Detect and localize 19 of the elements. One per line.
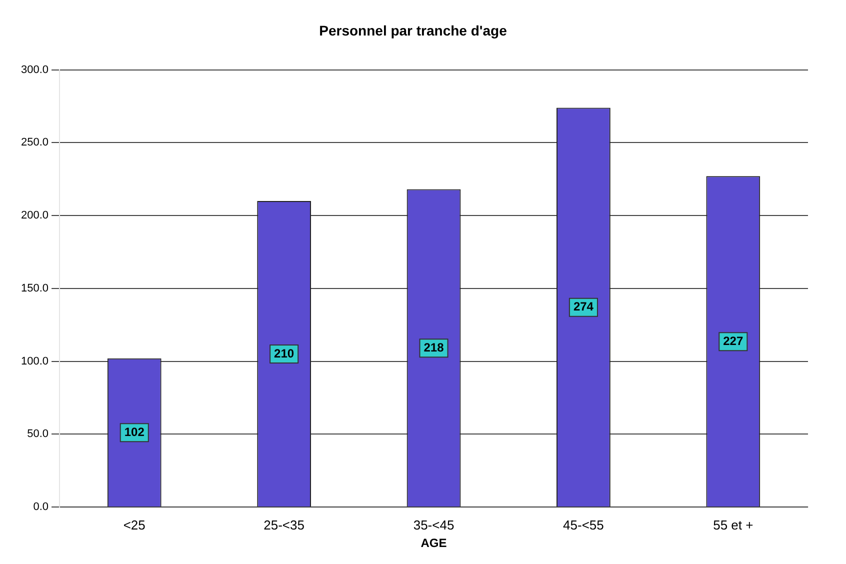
data-label: 210: [274, 346, 294, 360]
x-axis-title: AGE: [420, 536, 447, 550]
x-tick-label: <25: [123, 517, 146, 532]
x-tick-label: 55 et +: [713, 517, 754, 532]
y-tick-label: 0.0: [33, 501, 49, 514]
y-tick-label: 300.0: [20, 64, 49, 76]
x-tick-label: 25-<35: [264, 517, 304, 532]
data-label: 102: [124, 424, 145, 439]
chart-title: Personnel par tranche d'age: [319, 22, 508, 38]
data-label: 227: [723, 334, 744, 348]
data-label: 218: [424, 340, 444, 354]
y-tick-label: 50.0: [27, 428, 49, 440]
x-tick-label: 45-<55: [563, 517, 604, 532]
data-label: 274: [573, 300, 594, 314]
y-tick-label: 200.0: [20, 210, 49, 222]
y-tick-label: 150.0: [20, 282, 49, 294]
x-tick-label: 35-<45: [413, 517, 454, 532]
y-tick-label: 250.0: [20, 136, 49, 149]
y-tick-label: 100.0: [20, 355, 49, 368]
